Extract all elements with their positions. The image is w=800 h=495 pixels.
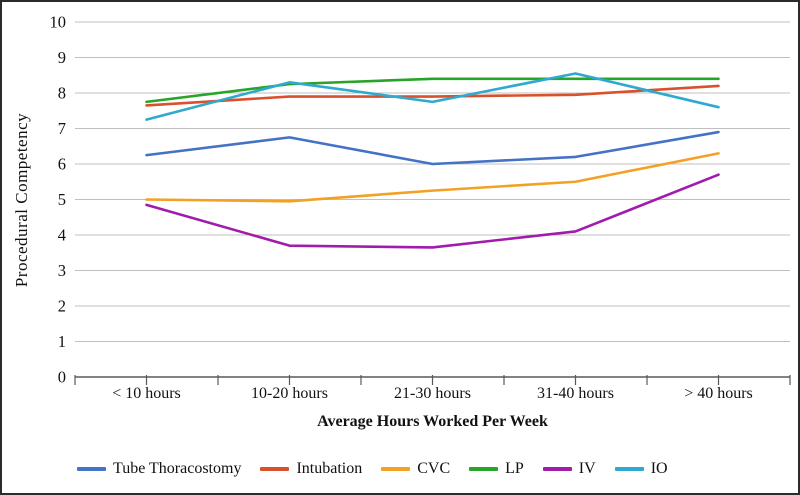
series-line-lp xyxy=(145,77,720,104)
legend-item-cvc: CVC xyxy=(381,460,450,478)
y-tick-label: 0 xyxy=(58,368,66,387)
y-tick-label: 7 xyxy=(58,119,66,138)
x-tick-label: 21-30 hours xyxy=(394,385,471,402)
y-axis-title: Procedural Competency xyxy=(12,113,32,287)
y-tick-label: 9 xyxy=(58,48,66,67)
legend-item-lp: LP xyxy=(469,460,524,478)
legend-swatch xyxy=(381,467,411,471)
y-tick-label: 1 xyxy=(58,332,66,351)
y-tick-label: 4 xyxy=(58,226,66,245)
y-tick-label: 5 xyxy=(58,190,66,209)
legend-label: IO xyxy=(650,460,668,477)
series-line-cvc xyxy=(145,152,720,203)
legend-label: Intubation xyxy=(296,460,363,477)
y-tick-label: 8 xyxy=(58,84,66,103)
x-tick-label: 31-40 hours xyxy=(537,385,614,402)
legend-label: LP xyxy=(505,460,524,477)
x-tick-label: < 10 hours xyxy=(112,385,181,402)
x-tick-label: > 40 hours xyxy=(684,385,753,402)
legend-label: CVC xyxy=(417,460,451,477)
legend-swatch xyxy=(260,467,290,471)
legend: Tube Thoracostomy Intubation CVC LP IV IO xyxy=(77,460,668,478)
series-line-tube-thoracostomy xyxy=(145,130,720,166)
series-line-iv xyxy=(145,173,720,249)
legend-item-iv: IV xyxy=(542,460,596,478)
y-tick-label: 6 xyxy=(58,155,66,174)
series-line-intubation xyxy=(145,84,720,107)
series-line-io xyxy=(145,72,720,121)
y-tick-label: 2 xyxy=(58,297,66,316)
legend-label: Tube Thoracostomy xyxy=(113,460,242,477)
legend-swatch xyxy=(542,467,572,471)
legend-swatch xyxy=(77,467,106,471)
x-tick-label: 10-20 hours xyxy=(251,385,328,402)
legend-item-tube-thoracostomy: Tube Thoracostomy xyxy=(77,460,241,478)
legend-swatch xyxy=(614,467,644,471)
y-tick-label: 3 xyxy=(58,261,66,280)
x-axis-title: Average Hours Worked Per Week xyxy=(317,413,548,430)
y-tick-label: 10 xyxy=(50,13,67,32)
legend-item-io: IO xyxy=(614,460,668,478)
legend-label: IV xyxy=(578,460,596,477)
legend-swatch xyxy=(469,467,499,471)
y-axis-title-text: Procedural Competency xyxy=(12,112,31,288)
legend-item-intubation: Intubation xyxy=(260,460,362,478)
